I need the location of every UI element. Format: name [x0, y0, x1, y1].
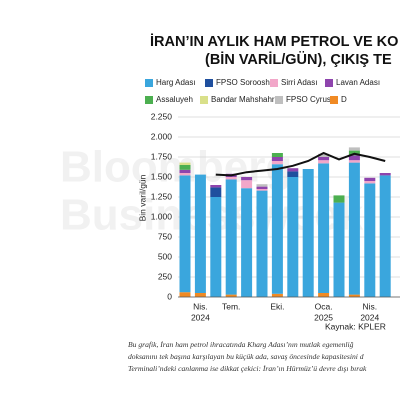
legend-swatch — [205, 79, 213, 87]
y-tick-label: 0 — [167, 291, 172, 301]
bar-segment — [225, 179, 237, 295]
bar-segment — [225, 294, 237, 297]
bar-segment — [271, 164, 283, 294]
bar-segment — [318, 157, 330, 161]
bar-segment — [271, 161, 283, 165]
x-tick-label: 2024 — [360, 312, 379, 322]
bar-segment — [318, 163, 330, 293]
bar-segment — [210, 185, 222, 188]
bar-segment — [271, 157, 283, 161]
line — [215, 151, 386, 177]
legend-swatch — [145, 79, 153, 87]
bar-segment — [256, 190, 268, 297]
y-tick-label: 500 — [158, 251, 172, 261]
bar-segment — [271, 153, 283, 157]
y-tick-label: 750 — [158, 231, 172, 241]
legend-swatch — [145, 96, 153, 104]
bar-segment — [179, 175, 191, 293]
bar-segment — [210, 187, 222, 197]
bar-segment — [348, 160, 360, 163]
bar-segment — [179, 162, 191, 165]
legend-label: Sirri Adası — [281, 78, 317, 87]
source: Kaynak: KPLER — [325, 321, 386, 331]
legend-swatch — [270, 79, 278, 87]
y-tick-label: 2.000 — [151, 131, 173, 141]
y-axis-label: Bin varil/gün — [137, 174, 147, 221]
bar-segment — [302, 169, 314, 297]
bar-segment — [287, 168, 299, 172]
y-tick-label: 1.000 — [151, 211, 173, 221]
bar-segment — [179, 165, 191, 170]
bar-segment — [348, 155, 360, 161]
bar-segment — [318, 160, 330, 164]
bar-segment — [256, 186, 268, 189]
x-tick-label: Nis. — [362, 301, 377, 311]
legend-label: FPSO Cyrus — [286, 95, 331, 104]
y-tick-label: 1.250 — [151, 191, 173, 201]
y-tick-label: 1.500 — [151, 171, 173, 181]
bar-segment — [318, 153, 330, 157]
bar-segment — [364, 183, 376, 297]
x-tick-label: Oca. — [315, 301, 333, 311]
legend-label: D — [341, 95, 347, 104]
bar-segment — [287, 171, 299, 177]
legend-label: Bandar Mahshahr — [211, 95, 275, 104]
bar-segment — [179, 292, 191, 297]
y-tick-label: 2.250 — [151, 111, 173, 121]
bar-segment — [333, 202, 345, 297]
bar-segment — [348, 294, 360, 297]
caption: Terminali’ndeki canlanma ise dikkat çeki… — [128, 364, 367, 373]
legend-swatch — [330, 96, 338, 104]
x-tick-label: 2024 — [191, 312, 210, 322]
bar-segment — [256, 184, 268, 187]
legend-swatch — [325, 79, 333, 87]
legend-label: FPSO Soroosh — [216, 78, 270, 87]
watermark: Bloomberg — [60, 143, 292, 192]
legend-swatch — [200, 96, 208, 104]
bar-segment — [210, 197, 222, 297]
bar-segment — [194, 174, 206, 293]
bar-segment — [241, 180, 253, 189]
bar-segment — [179, 169, 191, 173]
caption: Bu grafik, İran ham petrol ihracatında K… — [128, 340, 354, 349]
bar-segment — [348, 162, 360, 295]
bar-segment — [364, 177, 376, 181]
x-tick-label: Tem. — [222, 301, 240, 311]
bar-segment — [364, 181, 376, 184]
bar-segment — [379, 173, 391, 176]
bar-segment — [225, 177, 237, 180]
bar-segment — [179, 173, 191, 176]
bar-segment — [194, 293, 206, 297]
bar-segment — [333, 195, 345, 203]
legend-label: Harg Adası — [156, 78, 196, 87]
bar-segment — [318, 293, 330, 297]
legend-label: Lavan Adası — [336, 78, 380, 87]
chart-title: İRAN’IN AYLIK HAM PETROL VE KO — [150, 33, 398, 50]
bar-segment — [379, 175, 391, 297]
y-tick-label: 1.750 — [151, 151, 173, 161]
x-tick-label: Eki. — [270, 301, 284, 311]
caption: doksanını tek başına karşılayan bu küçük… — [128, 352, 364, 361]
bar-segment — [287, 177, 299, 297]
bar-segment — [271, 293, 283, 297]
legend-swatch — [275, 96, 283, 104]
bar-segment — [256, 189, 268, 191]
bar-segment — [241, 177, 253, 181]
y-tick-label: 250 — [158, 271, 172, 281]
legend-label: Assaluyeh — [156, 95, 193, 104]
bar-segment — [241, 188, 253, 297]
x-tick-label: 2025 — [314, 312, 333, 322]
chart-title: (BİN VARİL/GÜN), ÇIKIŞ TE — [205, 51, 392, 68]
x-tick-label: Nis. — [193, 301, 208, 311]
bar-segment — [348, 147, 360, 151]
